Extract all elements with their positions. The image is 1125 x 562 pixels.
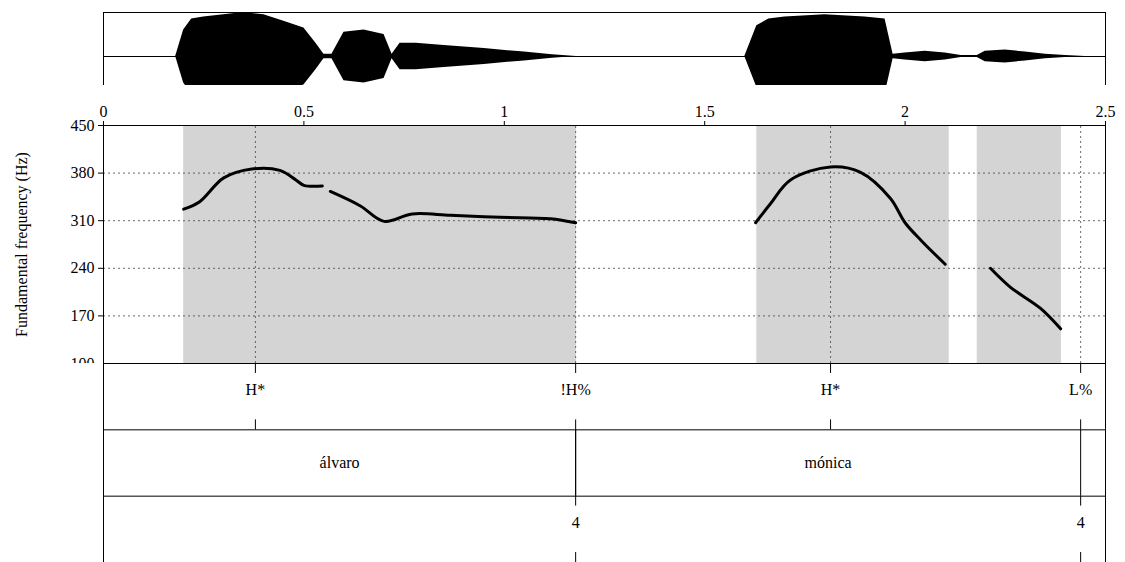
svg-text:4: 4: [1077, 514, 1085, 531]
svg-text:L%: L%: [1069, 381, 1092, 398]
svg-text:170: 170: [71, 307, 95, 324]
svg-text:1.5: 1.5: [695, 103, 715, 120]
svg-text:álvaro: álvaro: [320, 454, 360, 471]
svg-text:1: 1: [500, 103, 508, 120]
svg-text:0.5: 0.5: [294, 103, 314, 120]
svg-text:240: 240: [71, 259, 95, 276]
svg-text:Fundamental frequency (Hz): Fundamental frequency (Hz): [13, 152, 31, 337]
svg-text:0: 0: [100, 103, 108, 120]
svg-text:2: 2: [901, 103, 909, 120]
svg-text:450: 450: [71, 117, 95, 134]
svg-text:380: 380: [71, 164, 95, 181]
svg-text:4: 4: [572, 514, 580, 531]
svg-text:!H%: !H%: [561, 381, 591, 398]
svg-text:310: 310: [71, 212, 95, 229]
svg-text:H*: H*: [821, 381, 841, 398]
svg-text:mónica: mónica: [805, 454, 852, 471]
svg-text:2.5: 2.5: [1096, 103, 1116, 120]
svg-text:H*: H*: [246, 381, 266, 398]
